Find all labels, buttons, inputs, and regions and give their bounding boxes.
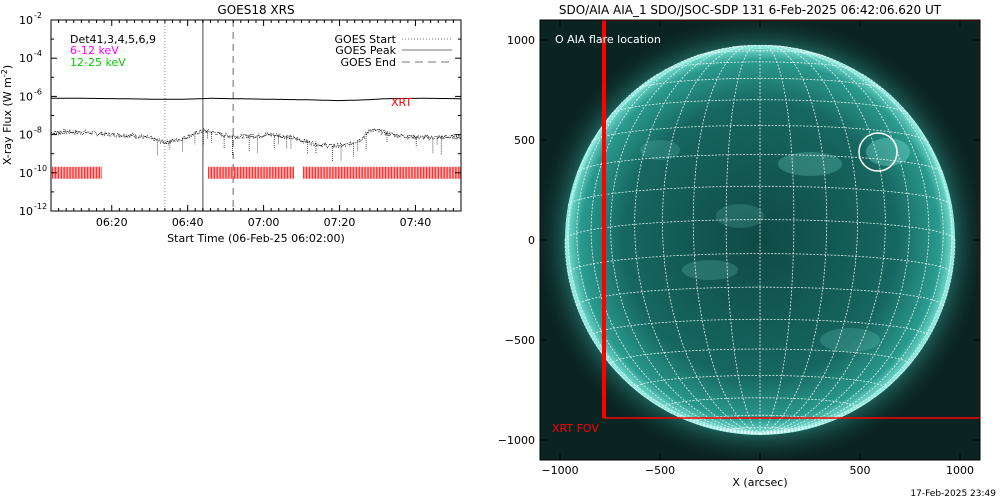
legend-goes-start: GOES Start: [335, 33, 397, 46]
longitude-line: [634, 45, 761, 435]
channel-label-6-12: 6-12 keV: [70, 44, 119, 57]
aia-y-tick-label: 1000: [507, 34, 535, 47]
longitude-line: [759, 45, 886, 435]
goes-y-tick-label: 10: [19, 14, 33, 27]
xrt-fov-label: XRT FOV: [552, 422, 599, 435]
goes-y-tick-label-sup: -12: [34, 202, 47, 211]
longitude-line: [759, 44, 795, 435]
goes-legend: GOES Start GOES Peak GOES End: [335, 33, 452, 69]
aia-x-tick-label: 500: [850, 464, 871, 477]
goes-y-tick-label: 10: [19, 205, 33, 218]
aia-panel: SDO/AIA AIA_1 SDO/JSOC-SDP 131 6-Feb-202…: [498, 3, 981, 489]
active-region-glow: [866, 138, 910, 166]
latitude-line: [576, 154, 944, 173]
aia-overlays: [602, 20, 980, 419]
goes-plot-area: [50, 20, 461, 211]
longitude-line: [759, 44, 828, 435]
longitude-line: [759, 73, 953, 435]
goes-x-tick-label: 07:00: [248, 216, 280, 229]
aia-x-axis-label: X (arcsec): [732, 476, 787, 489]
aia-y-tick-label: 500: [514, 134, 535, 147]
goes-y-tick-label-sup: -6: [34, 87, 42, 96]
longitude-line: [759, 53, 944, 435]
longitude-line: [567, 73, 761, 435]
goes-series-short: [50, 127, 461, 149]
active-region-glow: [682, 260, 738, 280]
legend-goes-peak: GOES Peak: [335, 44, 396, 57]
goes-y-tick-label: 10: [19, 52, 33, 65]
longitude-line: [692, 44, 761, 435]
aia-x-tick-label: 0: [757, 464, 764, 477]
longitude-line: [759, 45, 858, 435]
aia-y-tick-label: −1000: [498, 434, 535, 447]
aia-title: SDO/AIA AIA_1 SDO/JSOC-SDP 131 6-Feb-202…: [559, 3, 942, 17]
aia-y-tick-label: 0: [528, 234, 535, 247]
legend-goes-end: GOES End: [340, 56, 396, 69]
flare-location-label: O AIA flare location: [555, 33, 661, 46]
goes-y-tick-label: 10: [19, 129, 33, 142]
goes-ylabel-text: X-ray Flux (W m: [1, 77, 14, 165]
aia-x-ticks: −1000 −500 0 500 1000: [541, 20, 974, 477]
longitude-line: [610, 46, 761, 435]
goes-x-tick-label: 06:40: [172, 216, 204, 229]
latitude-line: [611, 99, 909, 115]
goes-ylabel-sup: -2: [0, 69, 9, 77]
active-region-glow: [716, 204, 764, 228]
heliographic-grid: [564, 44, 956, 435]
longitude-line: [576, 53, 761, 435]
goes-x-tick-label: 07:20: [324, 216, 356, 229]
footer-timestamp: 17-Feb-2025 23:49: [910, 489, 996, 499]
goes-y-tick-label: 10: [19, 90, 33, 103]
goes-ylabel-end: ): [1, 65, 14, 69]
goes-x-ticks: 06:20 06:40 07:00 07:20 07:40: [58, 20, 462, 229]
channel-label-12-25: 12-25 keV: [70, 56, 126, 69]
aia-x-tick-label: −500: [645, 464, 675, 477]
latitude-line: [576, 286, 944, 307]
longitude-line: [590, 47, 761, 435]
active-region-glow: [820, 328, 880, 352]
longitude-line: [759, 46, 910, 435]
goes-x-tick-label: 06:20: [96, 216, 128, 229]
goes-title: GOES18 XRS: [217, 3, 294, 17]
aia-y-tick-label: −500: [505, 334, 535, 347]
xrt-label: XRT: [391, 96, 412, 109]
goes-x-axis-label: Start Time (06-Feb-25 06:02:00): [167, 232, 345, 245]
active-region-glow: [640, 140, 680, 160]
longitude-line: [662, 45, 761, 435]
latitude-line: [635, 77, 885, 90]
longitude-line: [725, 44, 761, 435]
active-region-glow: [778, 152, 842, 176]
aia-x-tick-label: −1000: [541, 464, 578, 477]
channel-label-det: Det41,3,4,5,6,9: [70, 33, 156, 46]
goes-x-tick-label: 07:40: [400, 216, 432, 229]
goes-y-tick-label-sup: -10: [34, 164, 47, 173]
longitude-line: [759, 47, 930, 435]
aia-x-tick-label: 1000: [946, 464, 974, 477]
flare-location-circle: [858, 132, 898, 172]
goes-series-long: [51, 97, 461, 102]
goes-y-tick-label: 10: [19, 167, 33, 180]
goes-y-tick-label-sup: -4: [34, 49, 42, 58]
latitude-line: [591, 125, 929, 143]
goes-y-tick-label-sup: -2: [34, 11, 42, 20]
aia-y-ticks: −1000 −500 0 500 1000: [498, 34, 980, 447]
goes-y-tick-label-sup: -8: [34, 126, 42, 135]
goes-y-axis-label: X-ray Flux (W m-2): [0, 65, 14, 165]
